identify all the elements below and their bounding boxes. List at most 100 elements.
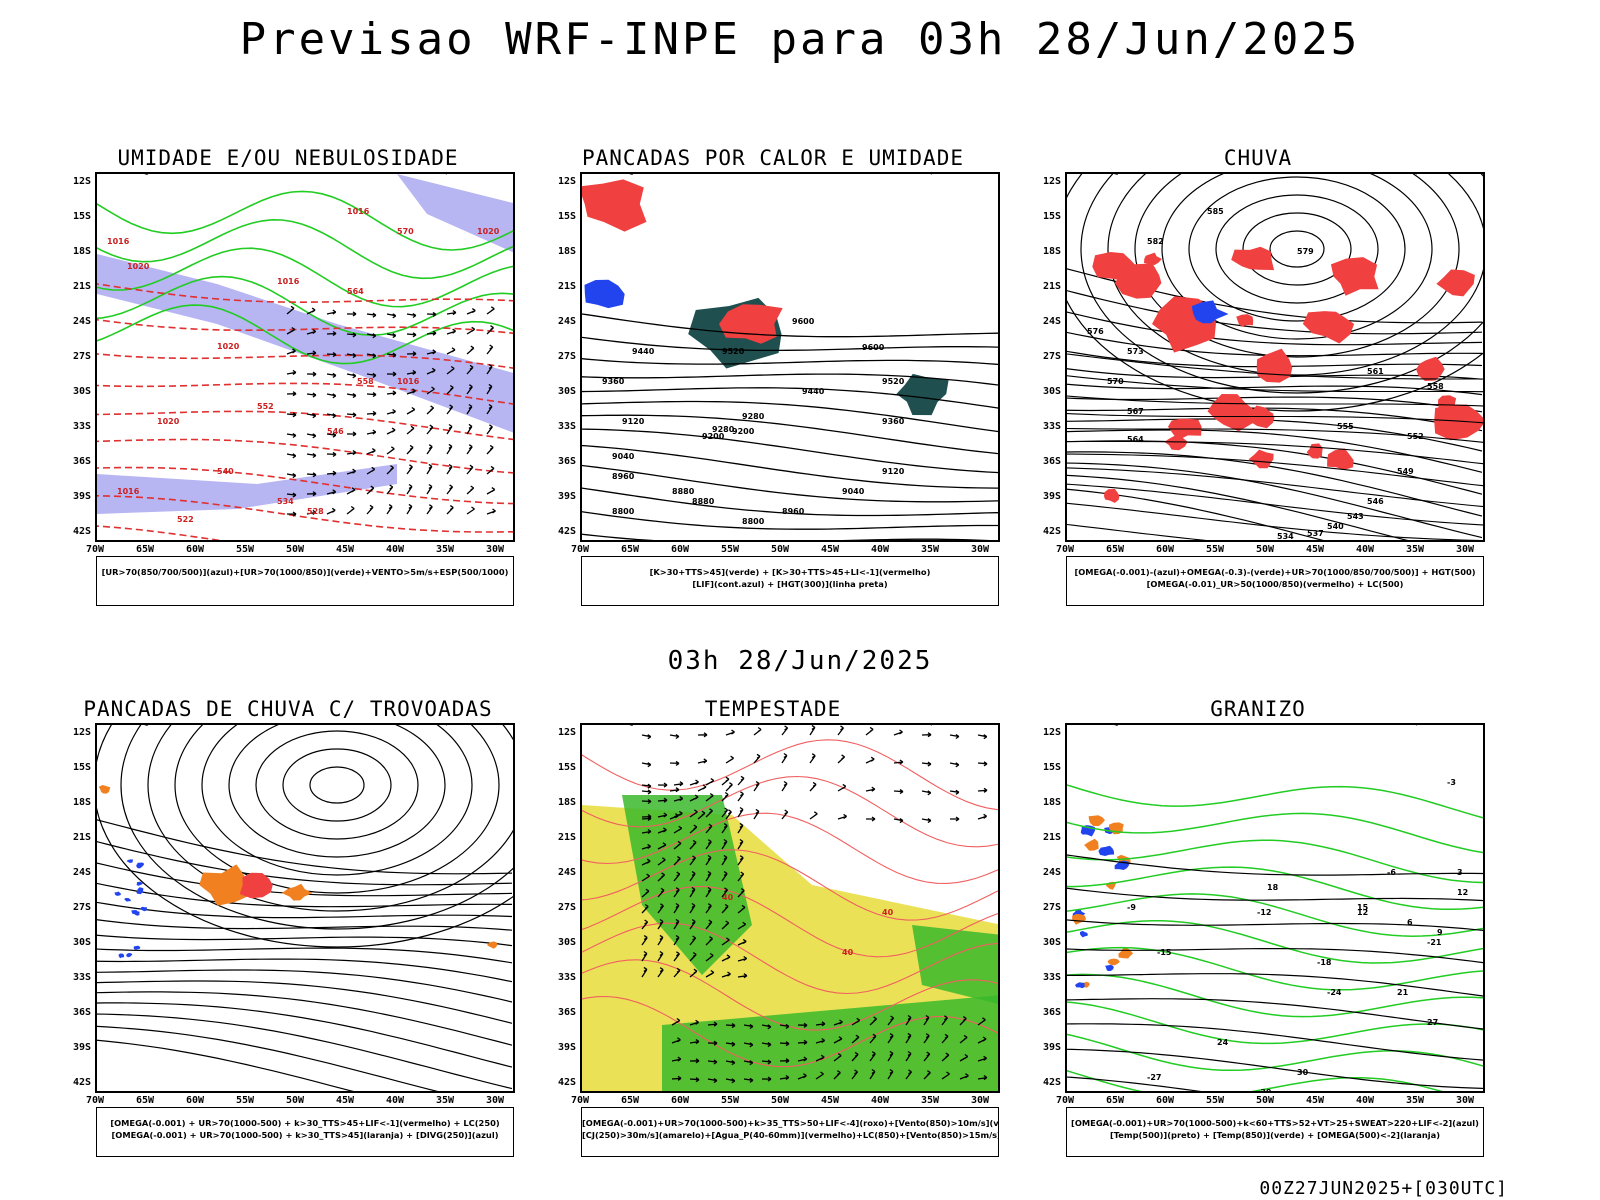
wind-arrow bbox=[386, 352, 397, 358]
latitude-label: 33S bbox=[557, 972, 576, 983]
wind-arrow bbox=[887, 1050, 894, 1062]
contour-label: 1016 bbox=[397, 377, 420, 386]
contour-label: -18 bbox=[1317, 958, 1332, 967]
wind-arrow bbox=[641, 843, 651, 850]
wind-arrow bbox=[707, 1078, 718, 1084]
contour-line bbox=[1067, 998, 1483, 1030]
wind-arrow bbox=[721, 903, 729, 914]
panel-title: GRANIZO bbox=[1210, 697, 1306, 721]
main-title: Previsao WRF-INPE para 03h 28/Jun/2025 bbox=[239, 14, 1361, 65]
contour-line bbox=[582, 336, 998, 352]
latitude-label: 27S bbox=[72, 351, 91, 362]
longitude-label: 45W bbox=[820, 544, 840, 555]
divergence-dot bbox=[118, 953, 125, 959]
wind-arrow bbox=[781, 752, 788, 764]
wind-arrow bbox=[689, 1077, 700, 1083]
contour-label: 540 bbox=[217, 467, 234, 476]
wind-arrow bbox=[286, 473, 297, 479]
contour-label: 546 bbox=[327, 427, 344, 436]
wind-arrow bbox=[887, 1015, 895, 1026]
longitude-label: 50W bbox=[285, 544, 305, 555]
wind-arrow bbox=[705, 854, 712, 866]
wind-arrow bbox=[366, 485, 375, 495]
contour-line bbox=[97, 466, 513, 505]
rain-cell bbox=[1306, 443, 1323, 459]
wind-arrow bbox=[306, 509, 317, 515]
orange-cell bbox=[281, 883, 313, 901]
wind-arrow bbox=[466, 485, 475, 495]
wind-arrow bbox=[346, 431, 357, 437]
contour-label: -12 bbox=[1257, 908, 1271, 917]
convection-shading bbox=[582, 179, 949, 416]
contour-label: 567 bbox=[1127, 407, 1144, 416]
longitude-label: 30W bbox=[485, 1095, 505, 1106]
wind-arrow bbox=[893, 818, 904, 824]
contour-label: 9360 bbox=[602, 377, 625, 386]
contour-line bbox=[582, 444, 998, 489]
contour-line bbox=[582, 428, 998, 474]
wind-arrow bbox=[737, 791, 744, 802]
wind-arrow bbox=[977, 787, 988, 793]
rain-cell bbox=[1231, 246, 1275, 271]
latitude-label: 36S bbox=[1042, 1007, 1061, 1018]
streamline bbox=[1067, 440, 1483, 495]
wind-arrow bbox=[893, 759, 904, 765]
wind-arrow bbox=[753, 726, 762, 736]
wind-arrow bbox=[366, 392, 377, 398]
wind-arrow bbox=[426, 483, 433, 495]
wind-arrow bbox=[977, 761, 988, 767]
panel-legend: [UR>70(850/700/500)](azul)+[UR>70(1000/8… bbox=[96, 556, 514, 606]
contour-label: 8800 bbox=[742, 517, 765, 526]
contour-label: 549 bbox=[1397, 467, 1414, 476]
contour-label: 21 bbox=[1397, 988, 1409, 997]
wind-arrow bbox=[809, 811, 818, 820]
wind-arrow bbox=[386, 427, 396, 435]
latitude-label: 27S bbox=[557, 351, 576, 362]
wind-arrow bbox=[725, 809, 732, 820]
wind-arrow bbox=[977, 734, 988, 740]
contour-line bbox=[97, 318, 513, 335]
streamline bbox=[97, 1013, 513, 1090]
wind-arrow bbox=[869, 1016, 878, 1026]
contour-label: 534 bbox=[1277, 532, 1294, 541]
contour-line bbox=[1067, 1076, 1202, 1091]
contour-label: 585 bbox=[1207, 207, 1224, 216]
map-canvas: -3-6-9-12-15-18-21-24-27-301212151821242… bbox=[1067, 725, 1483, 1091]
wind-arrow bbox=[753, 781, 760, 792]
contour-line bbox=[582, 775, 998, 848]
contour-line bbox=[1067, 523, 1207, 540]
streamline bbox=[97, 958, 513, 983]
humid-band bbox=[97, 254, 513, 433]
streamline bbox=[97, 819, 513, 875]
wind-arrow bbox=[446, 484, 454, 495]
wind-arrow bbox=[833, 1070, 841, 1080]
wind-arrow bbox=[809, 725, 816, 736]
latitude-label: 15S bbox=[1042, 762, 1061, 773]
wind-arrow bbox=[721, 954, 731, 962]
wind-arrow bbox=[366, 504, 374, 515]
wind-arrow bbox=[673, 840, 682, 850]
longitude-label: 60W bbox=[1155, 544, 1175, 555]
contour-label: 9200 bbox=[732, 427, 755, 436]
map-plot: 40 40 40 bbox=[580, 723, 1000, 1093]
panel-title: TEMPESTADE bbox=[704, 697, 842, 721]
contour-line bbox=[1067, 1070, 1443, 1091]
streamline bbox=[1067, 311, 1483, 346]
wind-arrow bbox=[386, 484, 394, 495]
wind-arrow bbox=[641, 888, 650, 898]
contour-line bbox=[97, 190, 513, 251]
longitude-label: 35W bbox=[435, 1095, 455, 1106]
rain-cell bbox=[1438, 395, 1457, 413]
wind-arrow bbox=[697, 810, 706, 820]
wind-arrow bbox=[657, 812, 668, 818]
contour-label: 9600 bbox=[792, 317, 815, 326]
contour-label: 8960 bbox=[612, 472, 635, 481]
wind-arrow bbox=[689, 1039, 700, 1045]
longitude-label: 30W bbox=[1455, 544, 1475, 555]
contour-line bbox=[582, 464, 998, 503]
divergence-dot bbox=[126, 953, 133, 958]
wind-arrow bbox=[721, 971, 731, 978]
wind-arrow bbox=[669, 787, 680, 793]
wind-arrow bbox=[949, 762, 960, 768]
contour-line bbox=[1067, 784, 1483, 819]
